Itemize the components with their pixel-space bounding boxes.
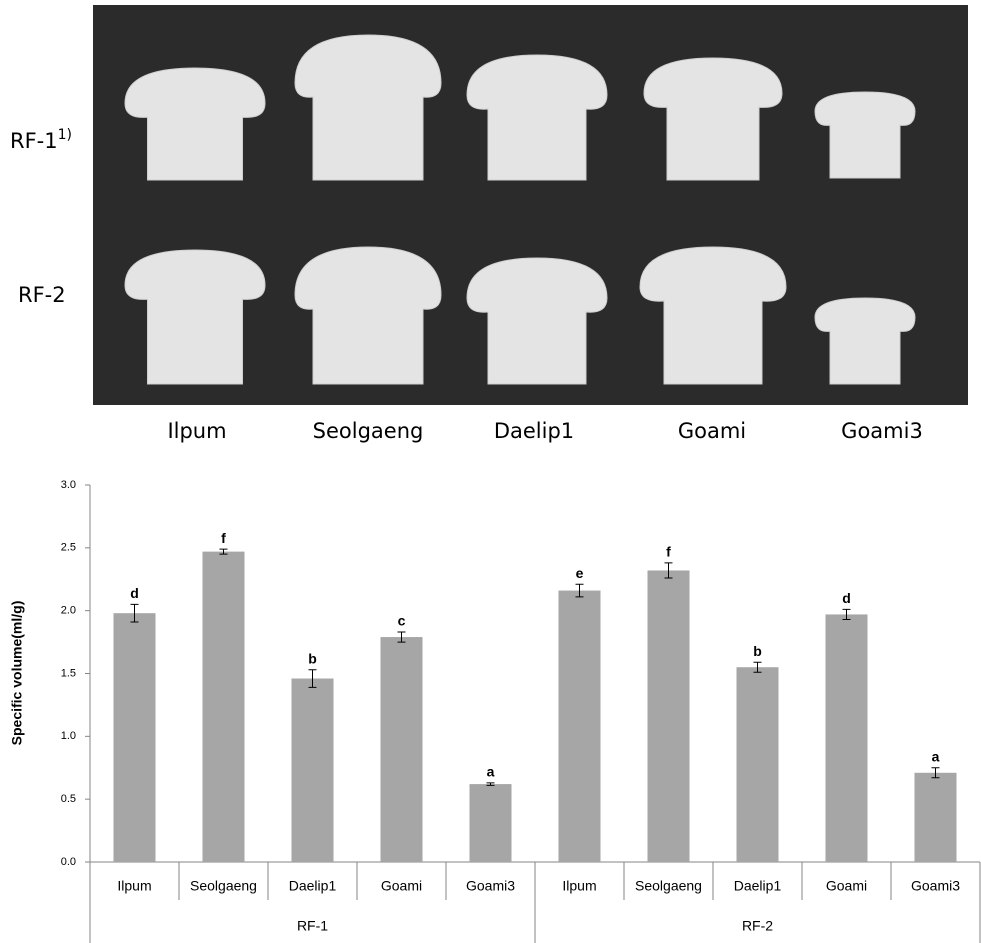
bar [381,637,423,862]
row-label-text: RF-1 [10,129,58,153]
group-label: RF-1 [297,918,328,934]
row-label-note: 1) [58,127,72,143]
column-label: Seolgaeng [313,419,424,443]
annotation: d [842,590,851,606]
figure: RF-11) RF-2 Ilpum Seolgaeng Daelip1 Goam… [0,0,981,943]
bar [826,614,868,862]
x-tick-label: Goami3 [911,878,960,894]
bar [114,613,156,862]
x-tick-label: Ilpum [117,878,151,894]
annotation: c [398,613,406,629]
annotation: a [932,748,940,764]
y-tick-label: 2.0 [61,605,76,617]
column-label: Goami [678,419,746,443]
x-tick-label: Daelip1 [289,878,337,894]
loaf [815,92,915,178]
annotation: b [308,650,317,666]
row-label: RF-2 [18,283,66,307]
y-tick-label: 1.5 [61,667,76,679]
x-tick-label: Seolgaeng [635,878,702,894]
annotation: b [753,643,762,659]
y-axis-title: Specific volume(ml/g) [9,601,25,746]
x-tick-label: Seolgaeng [190,878,257,894]
bar [470,784,512,862]
y-tick-label: 1.0 [61,730,76,742]
y-tick-label: 3.0 [61,479,76,491]
y-tick-label: 0.5 [61,793,76,805]
x-tick-label: Goami [826,878,867,894]
y-tick-label: 2.5 [61,542,76,554]
annotation: f [221,530,226,546]
bar [648,570,690,862]
annotation: a [487,764,495,780]
column-label: Daelip1 [494,419,574,443]
loaf [467,55,607,180]
loaf [295,35,441,180]
x-tick-label: Goami3 [466,878,515,894]
loaf [295,247,441,384]
x-tick-label: Daelip1 [734,878,782,894]
column-label: Ilpum [167,419,226,443]
loaf [467,258,607,384]
bar [915,773,957,862]
row-label: RF-11) [10,127,72,153]
y-tick-label: 0.0 [61,856,76,868]
bar [737,667,779,862]
bar [292,679,334,862]
group-label: RF-2 [742,918,773,934]
bar [203,552,245,862]
bar [559,591,601,862]
column-label: Goami3 [841,419,923,443]
x-tick-label: Ilpum [562,878,596,894]
x-tick-label: Goami [381,878,422,894]
loaf [815,298,915,384]
annotation: e [576,565,584,581]
annotation: f [666,544,671,560]
annotation: d [130,585,139,601]
